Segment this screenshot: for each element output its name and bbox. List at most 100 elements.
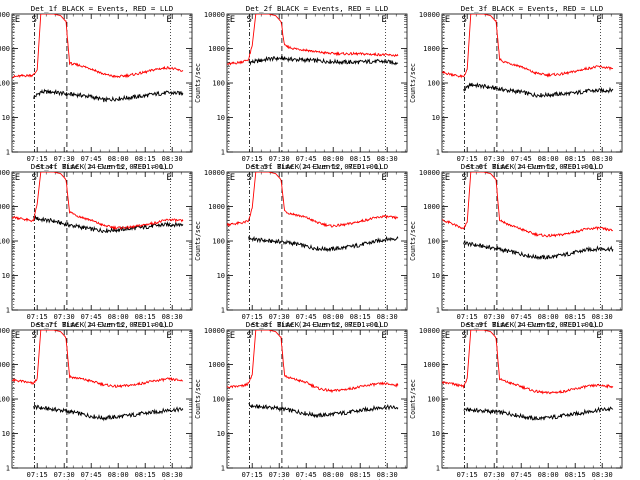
- x-axis-label: Start Time (24-Jun-12 07:01:00): [252, 163, 383, 171]
- lld-series-line: [12, 14, 184, 79]
- y-tick-label: 10: [432, 272, 440, 280]
- y-tick-label-top: 10000: [204, 169, 225, 177]
- detector-panel: Det_7f BLACK = Events, RED = LLD 1 10 100 10…: [0, 320, 193, 480]
- marker-label-e-end: E: [166, 331, 171, 341]
- marker-label-e-start: E: [445, 15, 450, 25]
- detector-panel: Det_3f BLACK = Events, RED = LLD 1 10 100 10…: [409, 4, 623, 171]
- lld-series-line: [12, 330, 184, 389]
- x-axis-label: Start Time (24-Jun-12 07:01:00): [37, 321, 168, 329]
- events-series-line: [248, 403, 399, 419]
- x-tick-label: 07:30: [484, 471, 505, 479]
- y-tick-label-top: 10000: [204, 11, 225, 19]
- x-tick-label: 08:15: [135, 471, 156, 479]
- x-tick-label: 08:00: [538, 313, 559, 321]
- marker-label-s: S: [32, 15, 37, 25]
- y-tick-label: 1: [6, 465, 10, 473]
- marker-label-e-end: E: [381, 15, 386, 25]
- marker-label-e-start: E: [445, 173, 450, 183]
- y-tick-label: 10: [217, 430, 225, 438]
- marker-label-e-end: E: [381, 331, 386, 341]
- marker-label-s: S: [32, 173, 37, 183]
- events-series-line: [463, 406, 614, 421]
- y-tick-label: 10: [2, 272, 10, 280]
- y-tick-label: 100: [212, 396, 225, 404]
- x-tick-label: 07:30: [484, 155, 505, 163]
- x-tick-label: 08:30: [592, 471, 613, 479]
- x-tick-label: 08:15: [350, 155, 371, 163]
- y-tick-label: 1000: [0, 361, 10, 369]
- y-tick-label-top: 10000: [419, 327, 440, 335]
- x-tick-label: 07:30: [484, 313, 505, 321]
- detector-panel: Det_2f BLACK = Events, RED = LLD 1 10 100 10…: [194, 4, 408, 171]
- x-tick-label: 07:15: [242, 155, 263, 163]
- marker-label-e-start: E: [445, 331, 450, 341]
- events-series-line: [33, 404, 184, 422]
- x-tick-label: 08:15: [565, 313, 586, 321]
- detector-panel: Det_6f BLACK = Events, RED = LLD 1 10 100 10…: [409, 162, 623, 329]
- y-tick-label-top: 10000: [419, 11, 440, 19]
- marker-label-e-start: E: [230, 331, 235, 341]
- x-tick-label: 08:00: [323, 155, 344, 163]
- y-tick-label: 1: [436, 149, 440, 157]
- x-tick-label: 07:45: [81, 313, 102, 321]
- y-tick-label: 1: [221, 307, 225, 315]
- marker-label-e-end: E: [381, 173, 386, 183]
- marker-label-s: S: [462, 15, 467, 25]
- lld-series-line: [227, 14, 399, 66]
- events-series-line: [248, 55, 399, 66]
- panel-title: Det_1f BLACK = Events, RED = LLD: [31, 4, 173, 13]
- y-tick-label: 1000: [423, 361, 440, 369]
- marker-label-e-start: E: [15, 331, 20, 341]
- x-tick-label: 08:15: [135, 313, 156, 321]
- x-axis-label: Start Time (24-Jun-12 07:01:00): [467, 163, 598, 171]
- plot-frame: [11, 171, 193, 311]
- y-tick-label: 1000: [208, 45, 225, 53]
- lld-series-line: [227, 330, 399, 394]
- y-tick-label: 100: [212, 80, 225, 88]
- marker-label-e-start: E: [230, 15, 235, 25]
- y-tick-label: 1000: [208, 361, 225, 369]
- events-series-line: [248, 235, 399, 253]
- lld-series-line: [442, 330, 614, 395]
- x-tick-label: 08:15: [565, 471, 586, 479]
- x-tick-label: 08:00: [108, 155, 129, 163]
- x-tick-label: 08:30: [592, 155, 613, 163]
- x-tick-label: 07:45: [296, 471, 317, 479]
- x-tick-label: 07:45: [296, 313, 317, 321]
- x-tick-label: 07:15: [27, 155, 48, 163]
- y-tick-label: 10: [432, 430, 440, 438]
- lld-series-line: [12, 172, 184, 231]
- marker-label-e-start: E: [15, 173, 20, 183]
- x-tick-label: 07:30: [269, 155, 290, 163]
- events-series-line: [463, 82, 614, 98]
- events-series-line: [33, 88, 184, 103]
- detector-panel: Det_9f BLACK = Events, RED = LLD 1 10 100 10…: [409, 320, 623, 480]
- x-tick-label: 08:30: [377, 155, 398, 163]
- plot-frame: [226, 13, 408, 153]
- x-tick-label: 07:45: [296, 155, 317, 163]
- marker-label-s: S: [247, 15, 252, 25]
- x-tick-label: 07:45: [81, 155, 102, 163]
- x-tick-label: 07:15: [242, 313, 263, 321]
- x-tick-label: 08:15: [350, 471, 371, 479]
- y-tick-label: 100: [0, 238, 10, 246]
- marker-label-e-start: E: [15, 15, 20, 25]
- y-tick-label: 1000: [423, 203, 440, 211]
- x-tick-label: 08:30: [377, 471, 398, 479]
- panel-title: Det_4f BLACK = Events, RED = LLD: [31, 162, 173, 171]
- x-axis-label: Start Time (24-Jun-12 07:01:00): [37, 163, 168, 171]
- marker-label-s: S: [247, 173, 252, 183]
- x-tick-label: 07:30: [54, 313, 75, 321]
- detector-panel: Det_5f BLACK = Events, RED = LLD 1 10 100 10…: [194, 162, 408, 329]
- marker-label-s: S: [462, 331, 467, 341]
- y-tick-label: 100: [212, 238, 225, 246]
- y-tick-label-top: 10000: [419, 169, 440, 177]
- panel-title: Det_8f BLACK = Events, RED = LLD: [246, 320, 388, 329]
- y-tick-label: 1000: [423, 45, 440, 53]
- x-tick-label: 08:00: [323, 471, 344, 479]
- y-tick-label: 1: [436, 307, 440, 315]
- y-tick-label: 1: [6, 149, 10, 157]
- x-tick-label: 08:00: [108, 313, 129, 321]
- x-tick-label: 07:15: [457, 155, 478, 163]
